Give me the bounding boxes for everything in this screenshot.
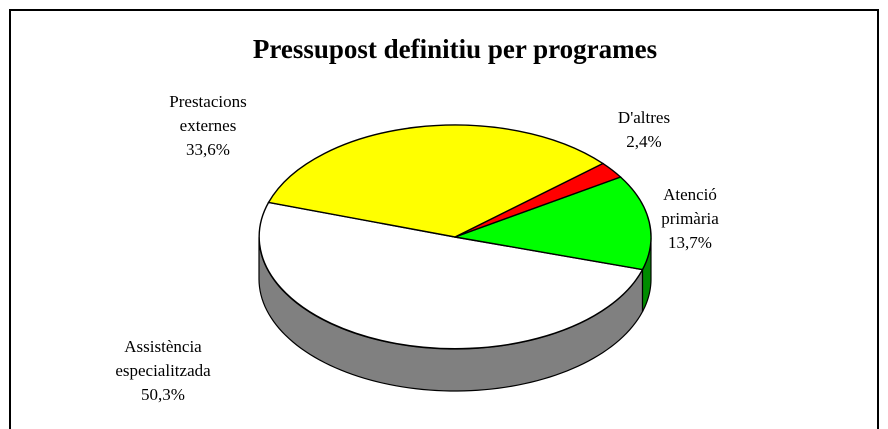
- slice-pct-label-3: 33,6%: [186, 140, 230, 159]
- pie-slice-0: [258, 201, 644, 350]
- pie-slice-3: [267, 124, 605, 238]
- slice-pct-label-1: 13,7%: [668, 233, 712, 252]
- slice-pct-label-0: 50,3%: [141, 385, 185, 404]
- slice-label-0: Assistència: [124, 337, 202, 356]
- slice-labels: Assistència especialitzada 50,3% Atenció pri…: [115, 92, 719, 404]
- pie-slices: [258, 124, 652, 350]
- slice-label-2: D'altres: [618, 108, 670, 127]
- pie-slice-1: [452, 176, 652, 271]
- slice-label-3: externes: [180, 116, 237, 135]
- slice-label-1: primària: [661, 209, 719, 228]
- slice-pct-label-2: 2,4%: [626, 132, 661, 151]
- slice-label-3: Prestacions: [169, 92, 246, 111]
- slice-label-0: especialitzada: [115, 361, 211, 380]
- chart-title: Pressupost definitiu per programes: [253, 34, 657, 64]
- slice-label-1: Atenció: [663, 185, 717, 204]
